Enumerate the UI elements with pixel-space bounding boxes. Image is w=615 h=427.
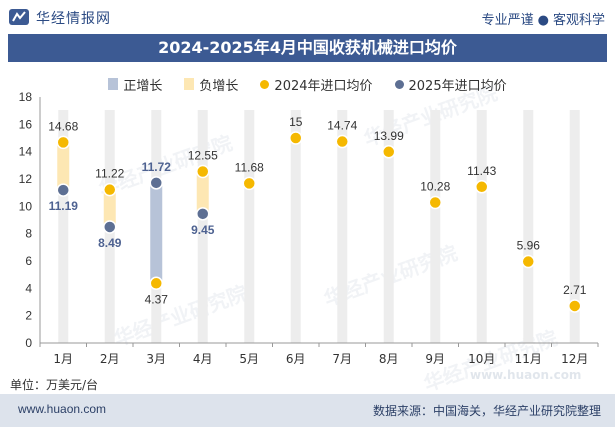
logo-icon [9,9,29,25]
chart-legend: 正增长 负增长 2024年进口均价 2025年进口均价 [0,74,615,94]
point-2024 [382,145,396,159]
point-2025 [56,183,70,197]
top-header: 华经情报网 专业严谨 ● 客观科学 [0,0,615,34]
y-tick-label: 14 [19,145,33,159]
data-label-2025: 11.19 [49,199,79,213]
data-label-2024: 15 [289,115,303,129]
legend-swatch-2025 [394,79,404,89]
data-label-2025: 8.49 [98,236,122,250]
data-label-2024: 11.43 [467,164,496,178]
column-bg [244,110,255,343]
y-tick-label: 16 [19,117,33,131]
point-2024 [196,164,210,179]
legend-item-positive: 正增长 [108,75,162,94]
y-tick-label: 12 [19,172,33,186]
legend-swatch-positive [108,78,119,90]
brand-name: 华经情报网 [36,11,111,27]
y-tick-label: 4 [25,281,32,295]
legend-label-positive: 正增长 [123,78,163,94]
column-bg [383,110,394,343]
chart-plot: 0 2 4 6 8 10 12 14 16 18 1月 2月 3月 4月 5月 6月 7月 8月 9月 10月 11月 1… [19,90,599,366]
legend-label-negative: 负增长 [199,78,239,94]
watermark-site: www.huaon.com [470,368,582,382]
point-2025 [103,220,117,234]
x-tick-label: 4月 [193,352,213,366]
point-2024 [568,299,582,313]
column-bg [476,110,487,343]
point-2024 [56,135,70,150]
column-bg [430,110,441,343]
point-2024 [335,134,349,149]
point-2024 [289,131,303,145]
legend-item-negative: 负增长 [184,75,238,94]
x-tick-label: 5月 [239,352,259,366]
y-tick-label: 8 [25,227,32,241]
column-bg [290,110,301,343]
point-2025 [196,207,210,221]
x-tick-label: 6月 [286,352,306,366]
x-tick-label: 8月 [379,352,399,366]
column-bg [337,110,348,343]
data-label-2024: 4.37 [145,292,169,306]
chart-title: 2024-2025年4月中国收获机械进口均价 [158,38,457,57]
footer: www.huaon.com 数据来源：中国海关，华经产业研究院整理 [0,394,615,427]
data-label-2024: 12.55 [188,148,218,162]
data-label-2024: 5.96 [517,239,541,253]
point-2024 [475,180,489,194]
slogan-right: 客观科学 [552,13,605,28]
title-bar: 2024-2025年4月中国收获机械进口均价 [8,34,607,62]
data-label-2024: 2.71 [563,283,587,297]
point-2024 [428,195,442,210]
x-tick-label: 11月 [515,352,542,366]
legend-item-2025: 2025年进口均价 [394,75,507,94]
slogan: 专业严谨 ● 客观科学 [482,9,605,28]
dot-separator-icon: ● [537,13,549,28]
data-label-2024: 11.22 [95,167,124,181]
growth-bar-negative [57,142,70,191]
data-label-2024: 13.99 [374,129,404,143]
point-2024 [103,182,117,197]
legend-swatch-negative [184,78,195,90]
legend-swatch-2024 [260,79,270,89]
column-bg [197,110,208,343]
x-tick-label: 12月 [561,352,588,366]
data-label-2024: 14.68 [48,119,78,133]
y-tick-label: 0 [25,336,32,350]
legend-label-2025: 2025年进口均价 [408,78,507,94]
growth-bar-positive [150,182,163,284]
point-2024 [521,254,535,269]
point-2024 [149,276,163,291]
y-tick-label: 2 [25,309,32,323]
data-label-2025: 11.72 [142,160,172,174]
x-tick-label: 7月 [332,352,352,366]
data-label-2024: 11.68 [235,160,264,174]
column-bg [58,110,69,343]
x-tick-label: 1月 [53,352,73,366]
slogan-left: 专业严谨 [481,13,534,28]
x-tick-label: 9月 [425,352,445,366]
point-2025 [149,176,163,190]
data-label-2025: 9.45 [191,223,215,237]
legend-item-2024: 2024年进口均价 [260,75,373,94]
column-bg [523,110,534,343]
data-label-2024: 10.28 [420,180,450,194]
y-tick-label: 6 [25,254,32,268]
x-tick-label: 10月 [468,352,495,366]
x-tick-label: 3月 [146,352,166,366]
y-tick-label: 10 [19,199,33,213]
column-bg [569,110,580,343]
unit-label: 单位：万美元/台 [10,378,99,392]
growth-bar-negative [103,189,116,227]
site-url: www.huaon.com [18,402,107,416]
data-label-2024: 14.74 [327,119,357,133]
y-tick-label: 18 [19,90,33,104]
growth-bar-negative [196,171,209,214]
data-source: 数据来源：中国海关，华经产业研究院整理 [372,404,601,418]
point-2024 [242,176,256,191]
x-tick-label: 2月 [100,352,120,366]
legend-label-2024: 2024年进口均价 [274,78,373,94]
